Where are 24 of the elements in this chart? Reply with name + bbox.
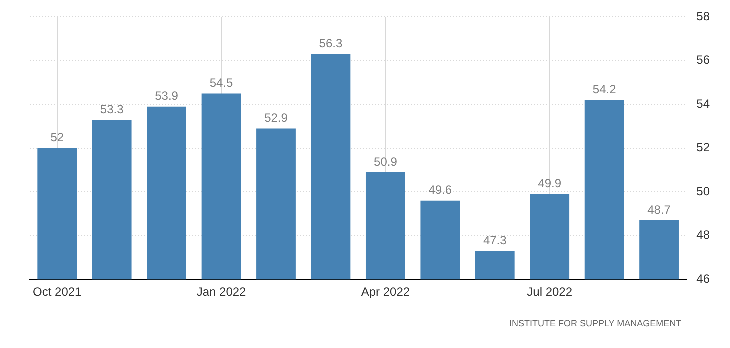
x-tick-label: Jul 2022	[527, 285, 573, 300]
data-label: 52	[50, 130, 64, 145]
y-tick-label: 54	[696, 96, 710, 111]
y-tick-label: 50	[696, 184, 710, 198]
y-tick-label: 58	[696, 10, 710, 24]
y-tick-label: 52	[696, 140, 710, 155]
text: INSTITUTE FOR SUPPLY MANAGEMENT	[509, 318, 682, 328]
x-tick-label: Apr 2022	[361, 285, 410, 300]
y-tick-label: 56	[696, 53, 710, 68]
x-tick-label: Oct 2021	[33, 285, 82, 300]
data-label: 49.9	[538, 176, 562, 191]
y-tick-label: 48	[696, 228, 710, 242]
data-label: 52.9	[264, 111, 288, 126]
data-label: 47.3	[483, 233, 508, 248]
data-label: 53.9	[155, 89, 179, 104]
data-label: 49.6	[428, 183, 452, 198]
data-label: 53.3	[100, 102, 124, 116]
data-label: 54.2	[592, 82, 617, 97]
data-label: 48.7	[648, 202, 672, 217]
data-label: 56.3	[319, 36, 343, 51]
data-label: 54.5	[210, 76, 234, 90]
y-tick-label: 46	[696, 272, 710, 286]
data-label: 50.9	[374, 154, 398, 169]
x-tick-label: Jan 2022	[196, 285, 247, 300]
